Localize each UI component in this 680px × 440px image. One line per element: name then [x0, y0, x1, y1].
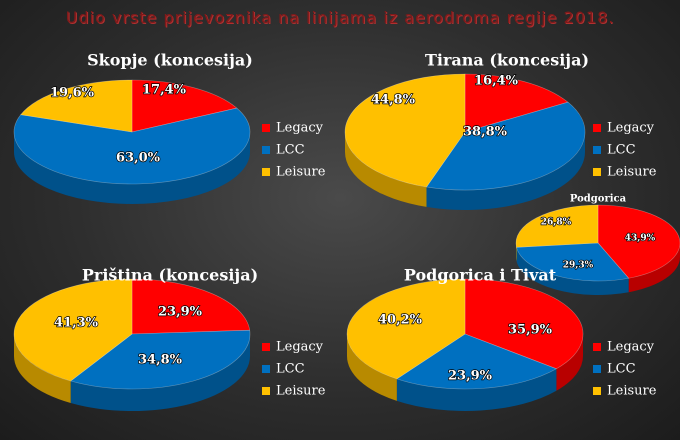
pie-side-lcc [14, 132, 250, 204]
pie-chart-podgorica: 43,9% 29,3% 26,8% Podgorica [515, 194, 680, 295]
data-label-lcc: 38,8% [463, 125, 508, 140]
pie-side-legacy [628, 243, 680, 293]
legend-label-leisure: Leisure [607, 384, 657, 399]
legend-label-legacy: Legacy [276, 121, 324, 136]
data-label-lcc: 23,9% [448, 369, 493, 384]
pie-slice-lcc [13, 107, 251, 185]
legend-label-lcc: LCC [607, 362, 636, 377]
data-label-lcc: 63,0% [116, 151, 161, 166]
chart-title: Priština (koncesija) [82, 266, 258, 285]
pie-slice-leisure [344, 73, 466, 188]
pie-side-lcc [70, 334, 250, 411]
data-label-leisure: 41,3% [54, 316, 99, 331]
chart-title: Podgorica i Tivat [404, 266, 557, 285]
chart-legend: Legacy LCC Leisure [593, 340, 657, 399]
data-label-legacy: 16,4% [474, 74, 519, 89]
legend-swatch-legacy [593, 343, 601, 351]
legend-swatch-leisure [262, 387, 270, 395]
legend-swatch-lcc [262, 146, 270, 154]
legend-swatch-lcc [593, 146, 601, 154]
pie-side-leisure [347, 334, 397, 401]
pie-side-lcc [516, 247, 629, 295]
pie-slice-leisure [20, 79, 133, 133]
legend-label-legacy: Legacy [607, 340, 655, 355]
legend-swatch-leisure [593, 168, 601, 176]
page-title: Udio vrste prijevoznika na linijama iz a… [65, 8, 615, 27]
pie-slice-lcc [396, 333, 558, 390]
pie-slice-legacy [464, 73, 569, 133]
data-label-leisure: 40,2% [378, 313, 423, 328]
chart-legend: Legacy LCC Leisure [262, 121, 326, 180]
pie-chart-skopje-koncesija: 17,4%63,0%19,6%Skopje (koncesija)LegacyL… [13, 51, 326, 204]
legend-swatch-legacy [262, 343, 270, 351]
data-label-lcc: 34,8% [138, 353, 183, 368]
data-label-lcc: 29,3% [563, 261, 594, 271]
legend-swatch-legacy [593, 124, 601, 132]
chart-legend: Legacy LCC Leisure [593, 121, 657, 180]
data-label-legacy: 17,4% [142, 83, 187, 98]
pie-side-leisure [14, 334, 71, 403]
legend-label-legacy: Legacy [607, 121, 655, 136]
pie-slice-leisure [13, 278, 133, 382]
legend-swatch-leisure [262, 168, 270, 176]
pie-slice-legacy [131, 278, 251, 335]
chart-title: Tirana (koncesija) [425, 51, 589, 70]
legend-label-leisure: Leisure [276, 384, 326, 399]
legend-label-legacy: Legacy [276, 340, 324, 355]
pie-slice-legacy [464, 278, 584, 370]
pie-chart-pri-tina-koncesija: 23,9% 34,8% 41,3% Priština (koncesija) Legac… [13, 266, 326, 411]
pie-side-lcc [426, 132, 585, 211]
legend-label-lcc: LCC [276, 143, 305, 158]
data-label-legacy: 43,9% [625, 234, 656, 244]
legend-label-lcc: LCC [607, 143, 636, 158]
data-label-legacy: 35,9% [508, 323, 553, 338]
pie-slice-leisure [346, 278, 466, 380]
pie-chart-podgorica-i-tivat: 35,9% 23,9% 40,2% Podgorica i Tivat Legacy LC… [346, 266, 657, 412]
chart-legend: Legacy LCC Leisure [262, 340, 326, 399]
pie-side-leisure [516, 243, 517, 262]
pie-side-legacy [556, 334, 583, 391]
pie-slice-lcc [425, 101, 586, 191]
legend-label-leisure: Leisure [607, 165, 657, 180]
legend-swatch-leisure [593, 387, 601, 395]
chart-title: Skopje (koncesija) [87, 51, 253, 70]
pie-slice-leisure [515, 204, 599, 248]
pie-side-leisure [345, 132, 427, 207]
pie-chart-tirana-koncesija: 16,4%38,8%44,8%Tirana (koncesija)LegacyL… [344, 51, 657, 211]
legend-swatch-lcc [593, 365, 601, 373]
data-label-legacy: 23,9% [158, 305, 203, 320]
data-label-leisure: 44,8% [371, 93, 416, 108]
pie-side-lcc [396, 368, 557, 412]
pie-slice-lcc [516, 242, 630, 282]
pie-slice-legacy [131, 79, 238, 133]
data-label-leisure: 19,6% [50, 86, 95, 101]
legend-swatch-lcc [262, 365, 270, 373]
chart-title: Podgorica [570, 194, 627, 205]
pie-slice-lcc [70, 329, 251, 390]
legend-swatch-legacy [262, 124, 270, 132]
legend-label-lcc: LCC [276, 362, 305, 377]
data-label-leisure: 26,8% [541, 218, 572, 228]
pie-slice-legacy [597, 204, 680, 279]
legend-label-leisure: Leisure [276, 165, 326, 180]
